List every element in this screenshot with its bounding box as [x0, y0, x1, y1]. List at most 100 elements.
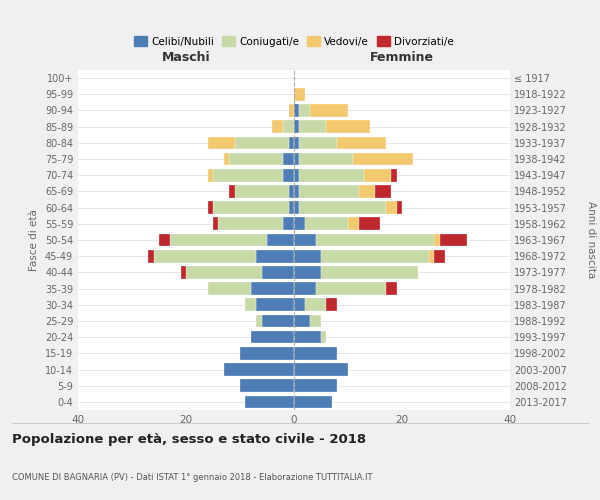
- Y-axis label: Anni di nascita: Anni di nascita: [586, 202, 596, 278]
- Bar: [256, 314, 262, 328]
- Bar: [326, 298, 337, 311]
- Bar: [305, 218, 348, 230]
- Bar: [299, 104, 310, 117]
- Bar: [359, 218, 380, 230]
- Bar: [294, 185, 299, 198]
- Bar: [299, 152, 353, 166]
- Bar: [353, 152, 413, 166]
- Bar: [316, 234, 434, 246]
- Bar: [235, 136, 289, 149]
- Text: Femmine: Femmine: [370, 50, 434, 64]
- Bar: [434, 250, 445, 262]
- Bar: [208, 136, 235, 149]
- Bar: [294, 282, 316, 295]
- Bar: [321, 331, 326, 344]
- Bar: [229, 185, 235, 198]
- Bar: [359, 185, 375, 198]
- Bar: [208, 169, 213, 181]
- Bar: [310, 104, 348, 117]
- Bar: [375, 185, 391, 198]
- Bar: [267, 234, 294, 246]
- Bar: [294, 363, 348, 376]
- Bar: [326, 120, 370, 133]
- Bar: [148, 250, 154, 262]
- Bar: [181, 266, 186, 278]
- Bar: [310, 314, 321, 328]
- Bar: [397, 202, 402, 214]
- Bar: [321, 266, 418, 278]
- Bar: [299, 202, 386, 214]
- Bar: [256, 298, 294, 311]
- Text: COMUNE DI BAGNARIA (PV) - Dati ISTAT 1° gennaio 2018 - Elaborazione TUTTITALIA.I: COMUNE DI BAGNARIA (PV) - Dati ISTAT 1° …: [12, 473, 373, 482]
- Bar: [245, 298, 256, 311]
- Bar: [240, 347, 294, 360]
- Bar: [294, 347, 337, 360]
- Bar: [289, 202, 294, 214]
- Text: Popolazione per età, sesso e stato civile - 2018: Popolazione per età, sesso e stato civil…: [12, 432, 366, 446]
- Bar: [235, 185, 289, 198]
- Bar: [337, 136, 386, 149]
- Bar: [262, 314, 294, 328]
- Bar: [386, 282, 397, 295]
- Bar: [224, 152, 229, 166]
- Bar: [305, 298, 326, 311]
- Bar: [294, 266, 321, 278]
- Bar: [251, 331, 294, 344]
- Bar: [256, 250, 294, 262]
- Bar: [294, 250, 321, 262]
- Bar: [348, 218, 359, 230]
- Bar: [364, 169, 391, 181]
- Bar: [299, 136, 337, 149]
- Bar: [283, 152, 294, 166]
- Y-axis label: Fasce di età: Fasce di età: [29, 209, 39, 271]
- Bar: [240, 380, 294, 392]
- Bar: [294, 88, 305, 101]
- Bar: [159, 234, 170, 246]
- Bar: [294, 104, 299, 117]
- Bar: [391, 169, 397, 181]
- Bar: [294, 169, 299, 181]
- Bar: [294, 218, 305, 230]
- Bar: [208, 282, 251, 295]
- Bar: [208, 202, 213, 214]
- Bar: [186, 266, 262, 278]
- Bar: [154, 250, 256, 262]
- Bar: [386, 202, 397, 214]
- Bar: [294, 152, 299, 166]
- Bar: [229, 152, 283, 166]
- Bar: [294, 234, 316, 246]
- Bar: [251, 282, 294, 295]
- Bar: [245, 396, 294, 408]
- Bar: [299, 185, 359, 198]
- Bar: [299, 120, 326, 133]
- Bar: [434, 234, 440, 246]
- Text: Maschi: Maschi: [161, 50, 211, 64]
- Bar: [294, 331, 321, 344]
- Bar: [283, 120, 294, 133]
- Bar: [294, 120, 299, 133]
- Bar: [213, 169, 283, 181]
- Bar: [289, 136, 294, 149]
- Bar: [213, 218, 218, 230]
- Bar: [283, 218, 294, 230]
- Bar: [272, 120, 283, 133]
- Bar: [283, 169, 294, 181]
- Bar: [224, 363, 294, 376]
- Bar: [294, 380, 337, 392]
- Bar: [294, 202, 299, 214]
- Bar: [294, 136, 299, 149]
- Bar: [262, 266, 294, 278]
- Bar: [289, 185, 294, 198]
- Bar: [429, 250, 434, 262]
- Bar: [440, 234, 467, 246]
- Bar: [321, 250, 429, 262]
- Bar: [170, 234, 267, 246]
- Bar: [218, 218, 283, 230]
- Bar: [294, 396, 332, 408]
- Bar: [213, 202, 289, 214]
- Bar: [316, 282, 386, 295]
- Bar: [294, 314, 310, 328]
- Bar: [289, 104, 294, 117]
- Bar: [299, 169, 364, 181]
- Legend: Celibi/Nubili, Coniugati/e, Vedovi/e, Divorziati/e: Celibi/Nubili, Coniugati/e, Vedovi/e, Di…: [133, 34, 455, 49]
